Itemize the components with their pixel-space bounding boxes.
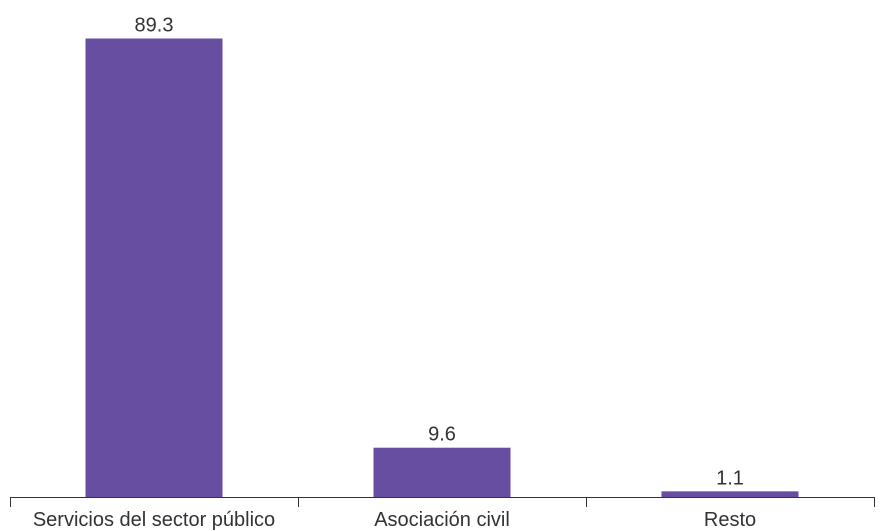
category-label-0: Servicios del sector público xyxy=(33,509,275,531)
category-labels-group: Servicios del sector público Asociación c… xyxy=(33,509,756,531)
bar-2 xyxy=(661,491,799,497)
category-label-2: Resto xyxy=(704,509,756,531)
value-label-2: 1.1 xyxy=(716,467,744,489)
x-axis xyxy=(10,497,875,507)
bar-0 xyxy=(85,38,223,497)
value-labels-group: 89.3 9.6 1.1 xyxy=(135,15,744,490)
category-label-1: Asociación civil xyxy=(374,509,510,531)
value-label-1: 9.6 xyxy=(428,424,456,446)
bar-1 xyxy=(373,447,511,497)
bars-group xyxy=(85,38,799,497)
value-label-0: 89.3 xyxy=(135,15,174,37)
